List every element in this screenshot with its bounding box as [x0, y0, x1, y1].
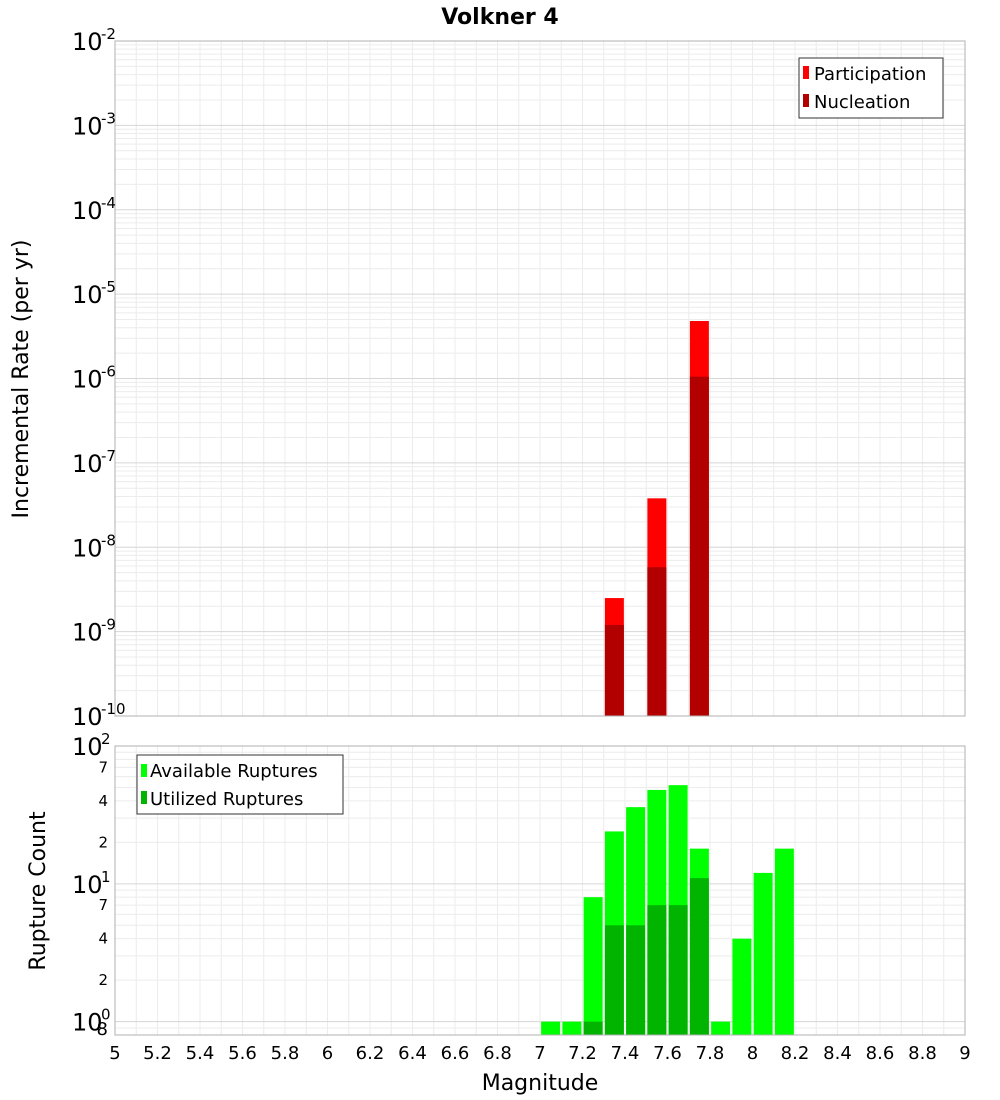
x-tick-label: 7.6 — [653, 1043, 682, 1064]
top-y-tick-label: 10 — [72, 197, 103, 225]
bottom-bars — [541, 785, 794, 1035]
top-legend-box — [798, 57, 944, 119]
bar-utilized-ruptures-7.55 — [647, 905, 667, 1035]
x-tick-label: 7 — [534, 1043, 545, 1064]
x-tick-label: 5.6 — [228, 1043, 257, 1064]
bottom-y-axis-label: Rupture Count — [26, 811, 51, 971]
bar-available-ruptures-7.25 — [583, 897, 603, 1035]
bottom-y-tick-exponent: 1 — [101, 868, 111, 886]
x-axis-label: Magnitude — [482, 1071, 599, 1096]
bottom-y-minor-tick-label: 8 — [97, 1019, 108, 1040]
x-tick-label: 8.2 — [781, 1043, 810, 1064]
top-y-tick-label: 10 — [72, 703, 103, 731]
bottom-y-minor-tick-label: 7 — [98, 896, 108, 914]
legend-swatch-participation — [803, 66, 809, 79]
bottom-legend-box — [136, 754, 344, 815]
x-tick-label: 6.4 — [398, 1043, 427, 1064]
legend-swatch-utilized-ruptures — [141, 791, 147, 804]
bottom-plot-frame — [114, 745, 966, 1036]
top-y-tick-exponent: -9 — [101, 616, 116, 634]
top-y-tick-exponent: -4 — [101, 194, 116, 212]
bar-nucleation-7.35 — [604, 624, 624, 716]
bar-utilized-ruptures-7.45 — [626, 925, 646, 1035]
top-y-tick-exponent: -2 — [101, 25, 116, 43]
x-tick-label: 5 — [109, 1043, 120, 1064]
top-y-tick-exponent: -3 — [101, 109, 116, 127]
bar-utilized-ruptures-7.35 — [604, 925, 624, 1035]
top-gridlines — [114, 41, 966, 717]
top-y-tick-label: 10 — [72, 281, 103, 309]
x-tick-label: 8.6 — [866, 1043, 895, 1064]
x-tick-label: 8.4 — [823, 1043, 852, 1064]
x-tick-label: 6.6 — [441, 1043, 470, 1064]
top-y-tick-exponent: -7 — [101, 447, 116, 465]
top-plot-frame — [114, 40, 966, 717]
bar-available-ruptures-8.15 — [774, 848, 794, 1035]
x-tick-label: 8.8 — [908, 1043, 937, 1064]
bottom-y-minor-tick-label: 2 — [98, 971, 108, 989]
x-tick-label: 7.8 — [696, 1043, 725, 1064]
x-tick-label: 5.2 — [143, 1043, 172, 1064]
x-tick-label: 6.8 — [483, 1043, 512, 1064]
bottom-y-minor-tick-label: 7 — [98, 758, 108, 776]
legend-label-utilized-ruptures: Utilized Ruptures — [150, 789, 303, 810]
x-tick-label: 6 — [322, 1043, 333, 1064]
chart-title: Volkner 4 — [441, 5, 559, 30]
x-tick-label: 5.8 — [271, 1043, 300, 1064]
top-y-tick-label: 10 — [72, 534, 103, 562]
bar-utilized-ruptures-7.75 — [689, 878, 709, 1035]
bar-utilized-ruptures-7.25 — [583, 1021, 603, 1035]
legend-label-participation: Participation — [814, 64, 926, 85]
x-tick-label: 8 — [747, 1043, 758, 1064]
top-y-tick-label: 10 — [72, 619, 103, 647]
legend-swatch-nucleation — [803, 94, 809, 107]
top-y-tick-label: 10 — [72, 112, 103, 140]
bar-nucleation-7.55 — [647, 567, 667, 716]
bottom-gridlines — [114, 745, 966, 1036]
bottom-legend: Available Ruptures Utilized Ruptures — [136, 754, 344, 815]
top-y-tick-exponent: -10 — [101, 700, 126, 718]
legend-label-nucleation: Nucleation — [814, 92, 910, 113]
x-tick-label: 7.4 — [611, 1043, 640, 1064]
top-y-tick-label: 10 — [72, 366, 103, 394]
bar-nucleation-7.75 — [689, 376, 709, 716]
top-y-tick-exponent: -5 — [101, 278, 116, 296]
x-tick-label: 6.2 — [356, 1043, 385, 1064]
top-y-tick-exponent: -6 — [101, 363, 116, 381]
bottom-y-minor-tick-label: 2 — [98, 833, 108, 851]
bottom-y-minor-tick-label: 4 — [98, 792, 108, 810]
x-tick-labels: 5 5.2 5.4 5.6 5.8 6 6.2 6.4 6.6 6.8 7 7.2 7.4 7.6 7.8 8… — [109, 1043, 970, 1064]
bottom-y-tick-label: 10 — [72, 1009, 103, 1037]
bottom-y-tick-label: 10 — [72, 733, 103, 761]
bottom-y-minor-tick-label: 4 — [98, 930, 108, 948]
bar-available-ruptures-7.05 — [541, 1021, 561, 1035]
bar-utilized-ruptures-7.65 — [668, 905, 688, 1035]
x-tick-label: 7.2 — [568, 1043, 597, 1064]
top-legend: Participation Nucleation — [798, 57, 944, 119]
bar-available-ruptures-7.85 — [711, 1021, 731, 1035]
bar-available-ruptures-7.15 — [562, 1021, 582, 1035]
x-tick-label: 5.4 — [186, 1043, 215, 1064]
top-bars — [604, 321, 709, 716]
top-y-tick-labels: 10-210-310-410-510-610-710-810-910-10 — [72, 25, 126, 731]
top-y-tick-exponent: -8 — [101, 531, 116, 549]
legend-label-available-ruptures: Available Ruptures — [150, 761, 318, 782]
x-tick-label: 9 — [959, 1043, 970, 1064]
bottom-y-tick-exponent: 0 — [101, 1006, 111, 1024]
bottom-y-tick-label: 10 — [72, 871, 103, 899]
top-y-tick-label: 10 — [72, 28, 103, 56]
top-y-tick-label: 10 — [72, 450, 103, 478]
bottom-y-tick-exponent: 2 — [101, 730, 111, 748]
legend-swatch-available-ruptures — [141, 764, 147, 777]
top-y-axis-label: Incremental Rate (per yr) — [9, 240, 34, 519]
bar-available-ruptures-7.95 — [732, 938, 752, 1035]
bar-available-ruptures-8.05 — [753, 872, 773, 1035]
